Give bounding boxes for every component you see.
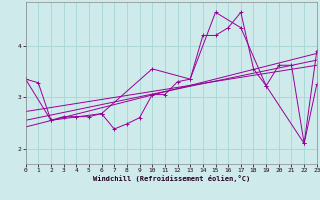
X-axis label: Windchill (Refroidissement éolien,°C): Windchill (Refroidissement éolien,°C): [92, 175, 250, 182]
